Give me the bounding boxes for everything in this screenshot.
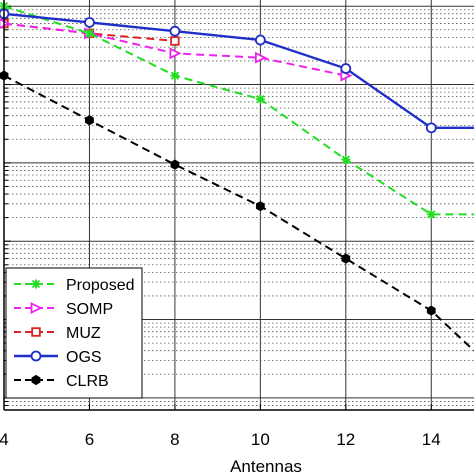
data-point	[85, 115, 94, 126]
data-point	[170, 159, 180, 170]
legend-label: MUZ	[66, 325, 101, 342]
data-point	[255, 94, 265, 104]
data-point	[341, 253, 351, 264]
data-point	[341, 155, 351, 165]
data-point	[255, 201, 265, 212]
data-point	[84, 17, 95, 28]
series-ogs	[0, 8, 474, 134]
legend-label: CLRB	[66, 373, 109, 390]
legend-item: CLRB	[14, 373, 109, 390]
legend-label: SOMP	[66, 301, 113, 318]
legend-item: MUZ	[14, 325, 101, 342]
x-tick-label: 6	[85, 430, 94, 449]
axes	[3, 0, 474, 411]
legend-label: Proposed	[66, 277, 135, 294]
series-layer	[0, 1, 474, 352]
data-point	[340, 63, 352, 74]
legend-item: Proposed	[14, 277, 135, 294]
x-tick-label: 12	[336, 430, 355, 449]
data-point	[169, 25, 181, 37]
x-tick-label: 4	[0, 430, 9, 449]
x-axis-label: Antennas	[230, 457, 302, 474]
data-point	[31, 327, 41, 337]
legend-item: SOMP	[14, 301, 113, 318]
data-point	[30, 302, 43, 314]
legend: Proposed SOMP MUZ OGS CLRB	[5, 267, 143, 399]
data-point	[426, 209, 436, 219]
series-clrb	[0, 70, 474, 352]
legend-label: OGS	[66, 349, 102, 366]
x-tick-label: 10	[251, 430, 270, 449]
legend-item: OGS	[14, 349, 102, 366]
x-tick-labels: 4 6 8 10 12 14	[0, 404, 441, 449]
data-point	[30, 350, 42, 362]
x-tick-label: 8	[170, 430, 179, 449]
data-point	[254, 51, 267, 64]
data-point	[169, 47, 182, 60]
x-tick-label: 14	[422, 430, 441, 449]
data-point	[425, 122, 437, 134]
data-point	[31, 374, 41, 386]
grid	[3, 0, 474, 411]
data-point	[426, 305, 436, 316]
data-point	[170, 36, 180, 46]
data-point	[170, 71, 180, 81]
data-point	[84, 28, 94, 38]
data-point	[254, 34, 266, 46]
data-point	[31, 279, 41, 289]
